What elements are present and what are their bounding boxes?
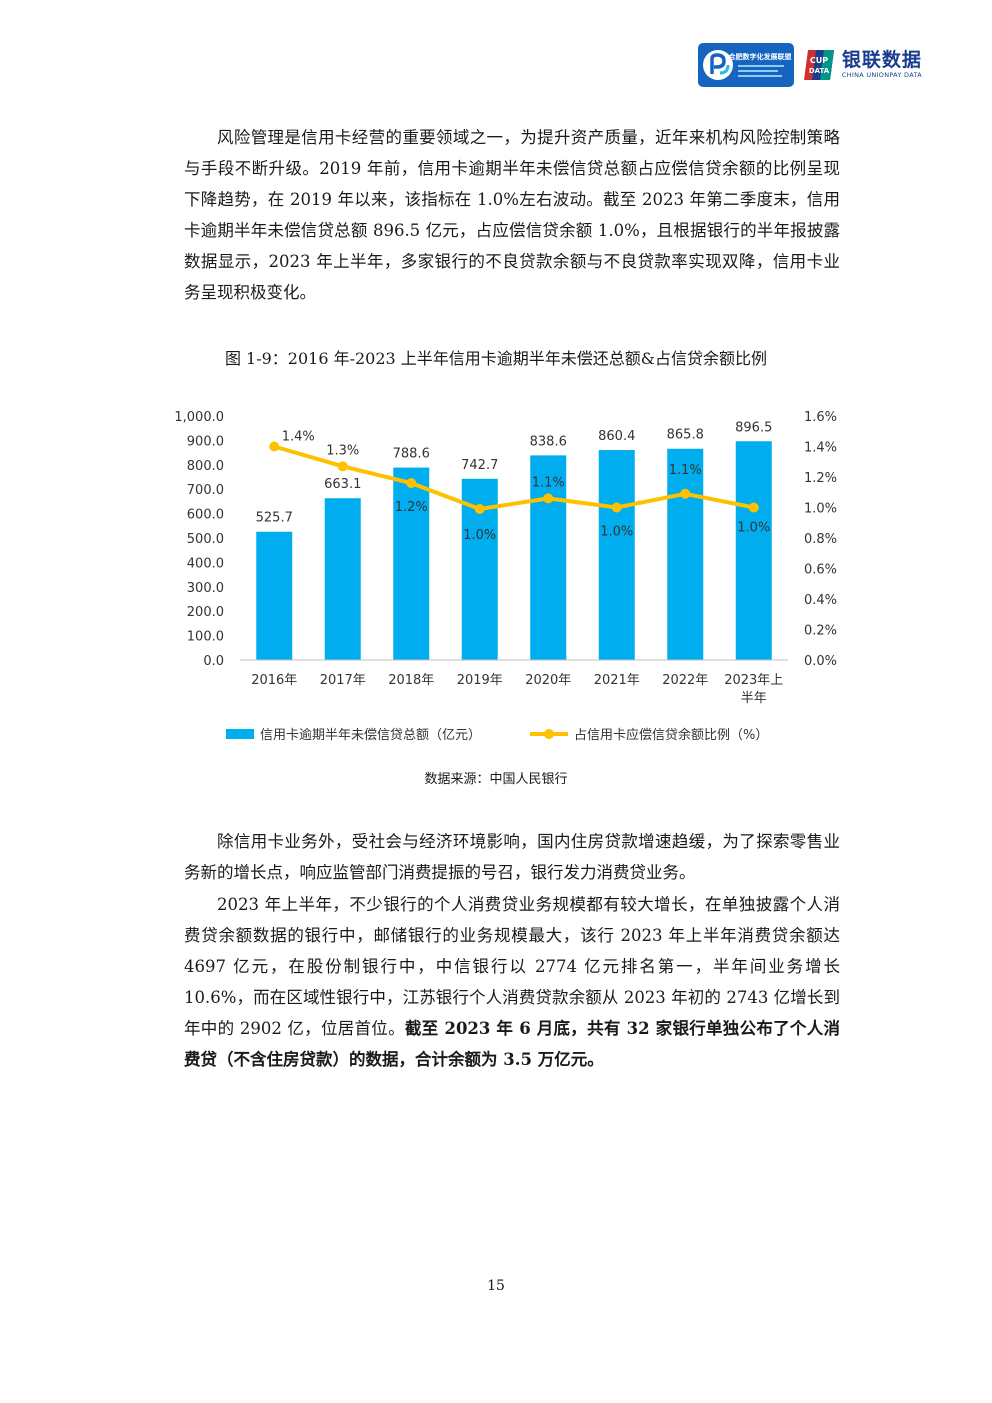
ratio-point [337, 461, 348, 472]
alliance-logo: 合肥数字化发展联盟 [697, 43, 794, 87]
y-left-tick-label: 1,000.0 [174, 410, 224, 425]
legend-line-marker [544, 729, 554, 739]
bar [393, 467, 430, 660]
cup-data-icon: CUP DATA [803, 50, 834, 80]
bar-line-chart: 0.0 100.0 200.0 300.0 400.0 500.0 600.0 700.0 80… [174, 410, 837, 743]
ratio-point [748, 502, 759, 513]
x-tick-label: 2020年 [525, 673, 571, 688]
y-right-tick-label: 1.2% [804, 471, 837, 486]
x-tick-label: 2021年 [594, 673, 640, 688]
paragraph-risk-management: 风险管理是信用卡经营的重要领域之一，为提升资产质量，近年来机构风险控制策略与手段… [184, 128, 840, 302]
bar-value-label: 525.7 [256, 511, 293, 526]
x-tick-label: 2023年上 [724, 673, 783, 688]
x-tick-label: 2019年 [457, 673, 503, 688]
y-left-tick-label: 500.0 [187, 532, 224, 547]
svg-text:合肥数字化发展联盟: 合肥数字化发展联盟 [727, 52, 791, 61]
paragraph-bank-data-summary: 截至 2023 年 6 月底，共有 32 家银行单独公布了个人消费贷（不含住房贷… [184, 1019, 840, 1069]
ratio-value-label: 1.1% [532, 475, 565, 490]
ratio-line [273, 444, 755, 512]
ratio-value-label: 1.1% [669, 463, 702, 478]
ratio-value-label: 1.2% [395, 500, 428, 515]
bar-value-label: 788.6 [393, 447, 430, 462]
ratio-point [406, 478, 417, 489]
bar [667, 448, 704, 660]
y-right-tick-label: 1.4% [804, 441, 837, 456]
bar [735, 441, 772, 660]
x-tick-label: 2017年 [320, 673, 366, 688]
bar-value-label: 860.4 [598, 429, 635, 444]
y-right-tick-label: 1.6% [804, 410, 837, 425]
y-left-tick-label: 0.0 [203, 654, 224, 669]
x-tick-label: 2018年 [388, 673, 434, 688]
y-left-tick-label: 100.0 [187, 630, 224, 645]
paragraph-consumer-loans: 除信用卡业务外，受社会与经济环境影响，国内住房贷款增速趋缓，为了探索零售业务新的… [184, 832, 840, 882]
y-left-tick-label: 900.0 [187, 434, 224, 449]
y-right-tick-label: 0.0% [804, 654, 837, 669]
y-left-tick-label: 700.0 [187, 483, 224, 498]
figure-title: 图 1-9：2016 年-2023 上半年信用卡逾期半年未偿还总额&占信贷余额比… [224, 349, 768, 368]
bar [256, 531, 293, 660]
y-left-tick-label: 400.0 [187, 556, 224, 571]
ratio-value-label: 1.0% [600, 525, 633, 540]
y-right-tick-label: 0.2% [804, 624, 837, 639]
page-number: 15 [487, 1278, 505, 1294]
legend-bar-label: 信用卡逾期半年未偿信贷总额（亿元） [260, 728, 481, 743]
bar [324, 498, 361, 660]
bar-value-label: 865.8 [667, 428, 704, 443]
bar-value-label: 663.1 [324, 477, 361, 492]
ratio-point [474, 504, 485, 515]
ratio-point [543, 493, 554, 504]
logo-en-text: CHINA UNIONPAY DATA [841, 71, 922, 80]
unionpay-data-logo: CUP DATA 银联数据 CHINA UNIONPAY DATA [803, 48, 922, 82]
ratio-value-label: 1.3% [326, 443, 359, 458]
ratio-value-label: 1.0% [463, 528, 496, 543]
legend-bar-swatch [226, 729, 254, 739]
ratio-point [269, 441, 280, 452]
y-right-tick-label: 0.8% [804, 532, 837, 547]
legend-line-label: 占信用卡应偿信贷余额比例（%） [574, 727, 768, 743]
bar-value-label: 742.7 [461, 458, 498, 473]
figure-source: 数据来源：中国人民银行 [424, 772, 568, 787]
x-tick-label: 2022年 [662, 673, 708, 688]
bar-value-label: 896.5 [735, 420, 772, 435]
header-logos: 合肥数字化发展联盟 CUP DATA 银联数据 CHINA UNIONPAY D… [697, 40, 922, 90]
bar-value-label: 838.6 [530, 434, 567, 449]
ratio-value-label: 1.0% [737, 521, 770, 536]
y-left-tick-label: 600.0 [187, 508, 224, 523]
y-right-tick-label: 1.0% [804, 502, 837, 517]
y-left-tick-label: 800.0 [187, 459, 224, 474]
ratio-point [680, 488, 691, 499]
bar [598, 450, 635, 660]
y-left-tick-label: 300.0 [187, 581, 224, 596]
logo-cn-text: 银联数据 [841, 49, 922, 72]
y-right-tick-label: 0.4% [804, 593, 837, 608]
svg-text:DATA: DATA [809, 67, 830, 75]
y-right-tick-label: 0.6% [804, 563, 837, 578]
ratio-point [611, 502, 622, 513]
svg-text:CUP: CUP [810, 56, 828, 65]
paragraph-bank-data-text: 2023 年上半年，不少银行的个人消费贷业务规模都有较大增长，在单独披露个人消费… [184, 895, 840, 1038]
ratio-value-label: 1.4% [282, 430, 315, 445]
x-tick-label: 2016年 [251, 673, 297, 688]
paragraph-bank-data: 2023 年上半年，不少银行的个人消费贷业务规模都有较大增长，在单独披露个人消费… [184, 889, 840, 1075]
x-tick-label-cont: 半年 [741, 691, 767, 706]
bar [530, 455, 567, 660]
y-left-tick-label: 200.0 [187, 605, 224, 620]
